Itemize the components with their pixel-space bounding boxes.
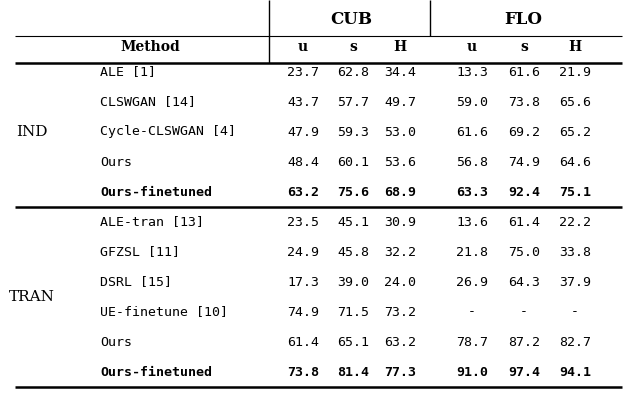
Text: 65.2: 65.2 xyxy=(559,126,591,139)
Text: 56.8: 56.8 xyxy=(456,156,488,169)
Text: 73.8: 73.8 xyxy=(508,96,540,109)
Text: -: - xyxy=(571,305,579,318)
Text: 94.1: 94.1 xyxy=(559,365,591,378)
Text: Method: Method xyxy=(120,40,180,54)
Text: 48.4: 48.4 xyxy=(287,156,319,169)
Text: 78.7: 78.7 xyxy=(456,335,488,348)
Text: 37.9: 37.9 xyxy=(559,275,591,288)
Text: Ours-finetuned: Ours-finetuned xyxy=(100,186,212,199)
Text: 23.7: 23.7 xyxy=(287,66,319,79)
Text: GFZSL [11]: GFZSL [11] xyxy=(100,246,180,258)
Text: 22.2: 22.2 xyxy=(559,216,591,228)
Text: -: - xyxy=(468,305,476,318)
Text: ALE [1]: ALE [1] xyxy=(100,66,156,79)
Text: DSRL [15]: DSRL [15] xyxy=(100,275,172,288)
Text: 97.4: 97.4 xyxy=(508,365,540,378)
Text: 43.7: 43.7 xyxy=(287,96,319,109)
Text: Ours: Ours xyxy=(100,335,132,348)
Text: 81.4: 81.4 xyxy=(337,365,369,378)
Text: 87.2: 87.2 xyxy=(508,335,540,348)
Text: 61.6: 61.6 xyxy=(508,66,540,79)
Text: s: s xyxy=(520,40,528,54)
Text: 30.9: 30.9 xyxy=(384,216,416,228)
Text: 24.9: 24.9 xyxy=(287,246,319,258)
Text: UE-finetune [10]: UE-finetune [10] xyxy=(100,305,228,318)
Text: 75.1: 75.1 xyxy=(559,186,591,199)
Text: H: H xyxy=(568,40,582,54)
Text: 73.2: 73.2 xyxy=(384,305,416,318)
Text: 21.9: 21.9 xyxy=(559,66,591,79)
Text: 26.9: 26.9 xyxy=(456,275,488,288)
Text: 64.6: 64.6 xyxy=(559,156,591,169)
Text: 74.9: 74.9 xyxy=(508,156,540,169)
Text: 92.4: 92.4 xyxy=(508,186,540,199)
Text: 39.0: 39.0 xyxy=(337,275,369,288)
Text: 23.5: 23.5 xyxy=(287,216,319,228)
Text: 82.7: 82.7 xyxy=(559,335,591,348)
Text: -: - xyxy=(520,305,528,318)
Text: 75.0: 75.0 xyxy=(508,246,540,258)
Text: 68.9: 68.9 xyxy=(384,186,416,199)
Text: 75.6: 75.6 xyxy=(337,186,369,199)
Text: 63.2: 63.2 xyxy=(287,186,319,199)
Text: 73.8: 73.8 xyxy=(287,365,319,378)
Text: 60.1: 60.1 xyxy=(337,156,369,169)
Text: CUB: CUB xyxy=(330,11,372,28)
Text: 47.9: 47.9 xyxy=(287,126,319,139)
Text: 74.9: 74.9 xyxy=(287,305,319,318)
Text: 61.6: 61.6 xyxy=(456,126,488,139)
Text: 71.5: 71.5 xyxy=(337,305,369,318)
Text: H: H xyxy=(394,40,406,54)
Text: 13.3: 13.3 xyxy=(456,66,488,79)
Text: IND: IND xyxy=(16,125,48,139)
Text: 91.0: 91.0 xyxy=(456,365,488,378)
Text: Cycle-CLSWGAN [4]: Cycle-CLSWGAN [4] xyxy=(100,126,236,139)
Text: CLSWGAN [14]: CLSWGAN [14] xyxy=(100,96,196,109)
Text: u: u xyxy=(467,40,477,54)
Text: Ours-finetuned: Ours-finetuned xyxy=(100,365,212,378)
Text: 21.8: 21.8 xyxy=(456,246,488,258)
Text: 65.6: 65.6 xyxy=(559,96,591,109)
Text: 62.8: 62.8 xyxy=(337,66,369,79)
Text: 33.8: 33.8 xyxy=(559,246,591,258)
Text: 53.6: 53.6 xyxy=(384,156,416,169)
Text: ALE-tran [13]: ALE-tran [13] xyxy=(100,216,204,228)
Text: 59.0: 59.0 xyxy=(456,96,488,109)
Text: 45.8: 45.8 xyxy=(337,246,369,258)
Text: 32.2: 32.2 xyxy=(384,246,416,258)
Text: 49.7: 49.7 xyxy=(384,96,416,109)
Text: 77.3: 77.3 xyxy=(384,365,416,378)
Text: TRAN: TRAN xyxy=(9,290,55,304)
Text: 53.0: 53.0 xyxy=(384,126,416,139)
Text: 59.3: 59.3 xyxy=(337,126,369,139)
Text: u: u xyxy=(298,40,308,54)
Text: 34.4: 34.4 xyxy=(384,66,416,79)
Text: 24.0: 24.0 xyxy=(384,275,416,288)
Text: 63.2: 63.2 xyxy=(384,335,416,348)
Text: 17.3: 17.3 xyxy=(287,275,319,288)
Text: Ours: Ours xyxy=(100,156,132,169)
Text: FLO: FLO xyxy=(504,11,543,28)
Text: 45.1: 45.1 xyxy=(337,216,369,228)
Text: 69.2: 69.2 xyxy=(508,126,540,139)
Text: s: s xyxy=(349,40,357,54)
Text: 57.7: 57.7 xyxy=(337,96,369,109)
Text: 61.4: 61.4 xyxy=(508,216,540,228)
Text: 61.4: 61.4 xyxy=(287,335,319,348)
Text: 63.3: 63.3 xyxy=(456,186,488,199)
Text: 13.6: 13.6 xyxy=(456,216,488,228)
Text: 64.3: 64.3 xyxy=(508,275,540,288)
Text: 65.1: 65.1 xyxy=(337,335,369,348)
